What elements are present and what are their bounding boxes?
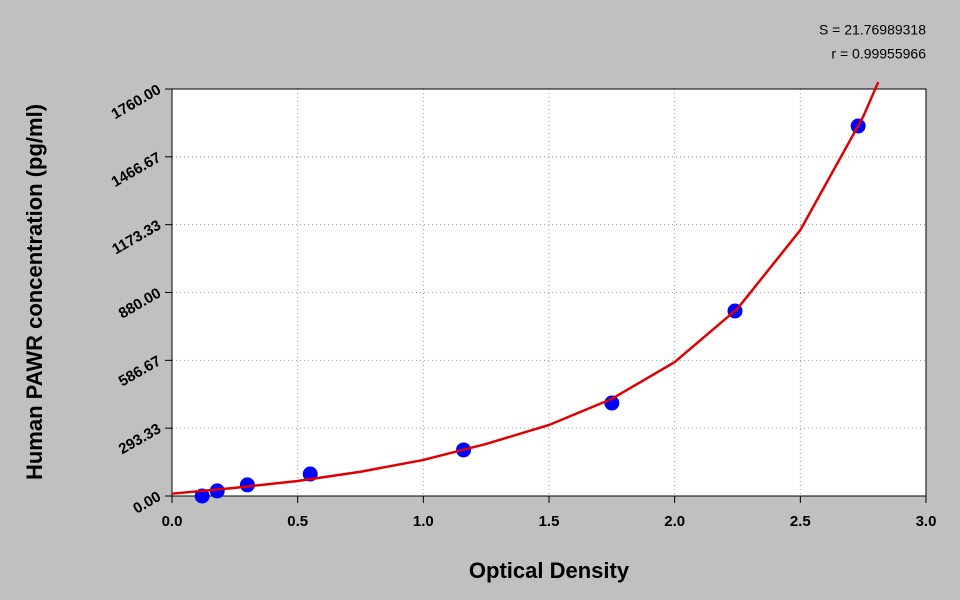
y-tick-label: 1466.67 (109, 149, 164, 191)
x-tick-label: 2.5 (790, 513, 811, 530)
x-tick-label: 1.5 (539, 513, 560, 530)
fit-curve (171, 81, 880, 495)
y-tick-label: 1173.33 (109, 217, 164, 258)
x-axis-title: Optical Density (469, 558, 630, 583)
y-tick-label: 880.00 (116, 285, 164, 323)
plot-frame (171, 88, 927, 497)
y-axis-title: Human PAWR concentration (pg/ml) (22, 104, 47, 480)
x-tick-label: 0.0 (162, 513, 183, 530)
x-tick-label: 0.5 (287, 513, 308, 530)
y-tick-label: 586.67 (116, 353, 164, 391)
data-point (209, 483, 225, 499)
x-tick-label: 2.0 (664, 513, 685, 530)
y-tick-label: 1760.00 (109, 81, 164, 123)
annotation: S = 21.76989318 (819, 22, 926, 38)
x-tick-label: 3.0 (916, 513, 937, 530)
x-tick-label: 1.0 (413, 513, 434, 530)
annotation: r = 0.99955966 (831, 46, 926, 62)
y-tick-label: 0.00 (130, 488, 164, 517)
y-tick-label: 293.33 (116, 420, 164, 458)
data-point (239, 477, 255, 493)
